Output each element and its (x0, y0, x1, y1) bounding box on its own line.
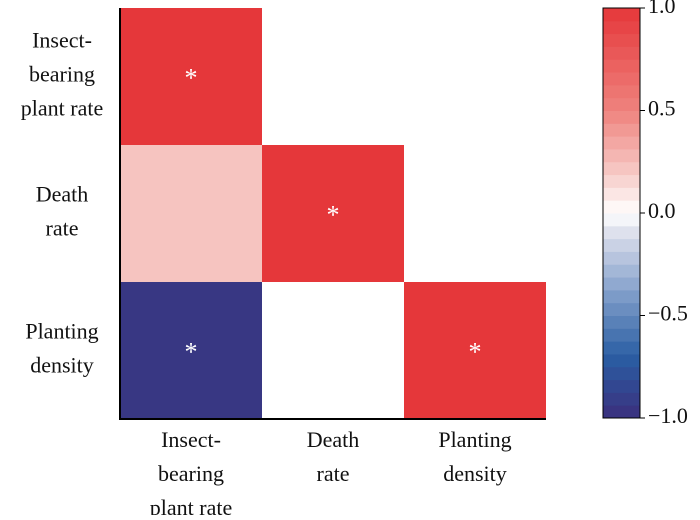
heatmap-cell (120, 282, 262, 419)
colorbar-band (603, 315, 640, 329)
colorbar-band (603, 123, 640, 137)
heatmap-cell (120, 8, 262, 145)
colorbar-band (603, 59, 640, 73)
colorbar-band (603, 328, 640, 342)
colorbar-band (603, 341, 640, 355)
y-tick-label: Insect- (32, 28, 92, 53)
colorbar-band (603, 72, 640, 86)
x-tick-label: Insect- (161, 427, 221, 452)
colorbar-band (603, 46, 640, 60)
y-tick-label: Death (36, 182, 89, 207)
significance-mark: * (185, 63, 198, 92)
y-tick-label: density (30, 353, 94, 378)
colorbar-band (603, 379, 640, 393)
colorbar-band (603, 213, 640, 227)
colorbar-tick-label: 0.0 (648, 198, 676, 223)
significance-mark: * (469, 337, 482, 366)
colorbar-band (603, 20, 640, 35)
colorbar-tick-label: −1.0 (648, 403, 688, 428)
colorbar-band (603, 110, 640, 124)
colorbar-band (603, 33, 640, 47)
y-tick-label: rate (46, 216, 79, 241)
x-tick-label: plant rate (150, 495, 232, 515)
x-tick-label: bearing (158, 461, 224, 486)
heatmap-cell (404, 282, 546, 419)
x-tick-label: Planting (438, 427, 511, 452)
x-tick-label: rate (317, 461, 350, 486)
colorbar-band (603, 302, 640, 316)
colorbar-tick-label: −0.5 (648, 301, 688, 326)
colorbar-band (603, 136, 640, 150)
x-tick-label: Death (307, 427, 360, 452)
heatmap-cell (120, 145, 262, 282)
colorbar-band (603, 238, 640, 252)
colorbar-band (603, 8, 640, 22)
colorbar-tick-label: 0.5 (648, 96, 676, 121)
colorbar-band (603, 251, 640, 265)
colorbar-band (603, 405, 640, 419)
colorbar-band (603, 174, 640, 188)
colorbar-band (603, 264, 640, 278)
colorbar-band (603, 277, 640, 291)
colorbar-band (603, 392, 640, 406)
heatmap-cell (262, 282, 404, 419)
colorbar-tick-label: 1.0 (648, 0, 676, 18)
colorbar-band (603, 289, 640, 304)
colorbar-band (603, 353, 640, 368)
colorbar-band (603, 97, 640, 111)
x-tick-label: density (443, 461, 507, 486)
y-tick-label: Planting (25, 319, 98, 344)
colorbar-band (603, 187, 640, 201)
y-tick-label: bearing (29, 62, 95, 87)
colorbar-band (603, 161, 640, 176)
colorbar-band (603, 84, 640, 99)
colorbar-band (603, 225, 640, 240)
significance-mark: * (185, 337, 198, 366)
colorbar-band (603, 366, 640, 381)
colorbar-band (603, 148, 640, 163)
y-tick-label: plant rate (21, 96, 103, 121)
heatmap-cell (262, 145, 404, 282)
colorbar-band (603, 200, 640, 214)
significance-mark: * (327, 200, 340, 229)
